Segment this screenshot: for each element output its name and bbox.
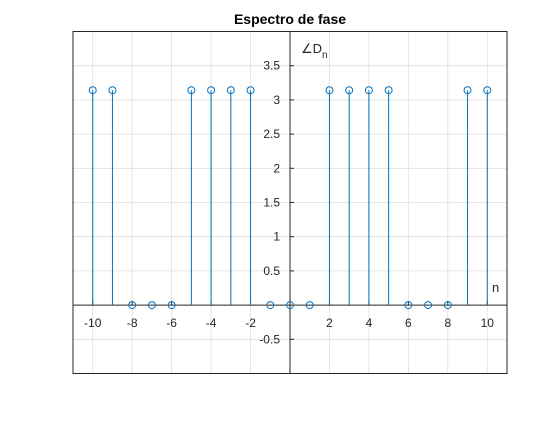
stem-marker bbox=[325, 86, 334, 95]
y-axis-label-symbol: ∠D bbox=[301, 41, 322, 56]
x-tick-label: 4 bbox=[366, 316, 373, 330]
stem-marker bbox=[147, 301, 156, 310]
y-tick-label: 3 bbox=[273, 93, 280, 107]
y-tick-label: 2.5 bbox=[263, 127, 280, 141]
x-tick-label: 10 bbox=[481, 316, 495, 330]
tick-labels: -10 -8 -6 -4 -2 2 4 6 8 10 -0.5 0.5 1 1.5 2 2.5 3 3.5 bbox=[84, 59, 494, 347]
stem-marker bbox=[187, 86, 196, 95]
stem-marker bbox=[88, 86, 97, 95]
y-tick-label: 2 bbox=[273, 161, 280, 175]
y-tick-label: 1 bbox=[273, 230, 280, 244]
stem-marker bbox=[483, 86, 492, 95]
stem-marker bbox=[364, 86, 373, 95]
stem-marker bbox=[463, 86, 472, 95]
stem-marker bbox=[305, 301, 314, 310]
stem-marker bbox=[266, 301, 275, 310]
y-axis-label: ∠Dn bbox=[301, 41, 328, 61]
x-tick-label: -6 bbox=[166, 316, 177, 330]
x-tick-label: -4 bbox=[206, 316, 217, 330]
stem-marker bbox=[246, 86, 255, 95]
y-tick-label: 1.5 bbox=[263, 196, 280, 210]
x-tick-label: 2 bbox=[326, 316, 333, 330]
y-tick-label: -0.5 bbox=[259, 332, 280, 346]
y-tick-label: 3.5 bbox=[263, 59, 280, 73]
stem-marker bbox=[167, 301, 176, 310]
x-tick-label: -8 bbox=[127, 316, 138, 330]
stem-series bbox=[88, 86, 492, 310]
y-tick-label: 0.5 bbox=[263, 264, 280, 278]
stem-marker bbox=[384, 86, 393, 95]
x-tick-label: 6 bbox=[405, 316, 412, 330]
x-axis-label: n bbox=[492, 280, 499, 295]
stem-marker bbox=[404, 301, 413, 310]
stem-marker bbox=[286, 301, 294, 310]
stem-marker bbox=[345, 86, 354, 95]
x-tick-label: -10 bbox=[84, 316, 102, 330]
stem-marker bbox=[128, 301, 137, 310]
stem-marker bbox=[108, 86, 117, 95]
stem-marker bbox=[443, 301, 452, 310]
stem-marker bbox=[424, 301, 433, 310]
x-tick-label: 8 bbox=[444, 316, 451, 330]
chart-title: Espectro de fase bbox=[234, 11, 346, 27]
x-tick-label: -2 bbox=[245, 316, 256, 330]
y-axis-label-subscript: n bbox=[322, 50, 328, 61]
stem-marker bbox=[207, 86, 216, 95]
stem-marker bbox=[226, 86, 235, 95]
